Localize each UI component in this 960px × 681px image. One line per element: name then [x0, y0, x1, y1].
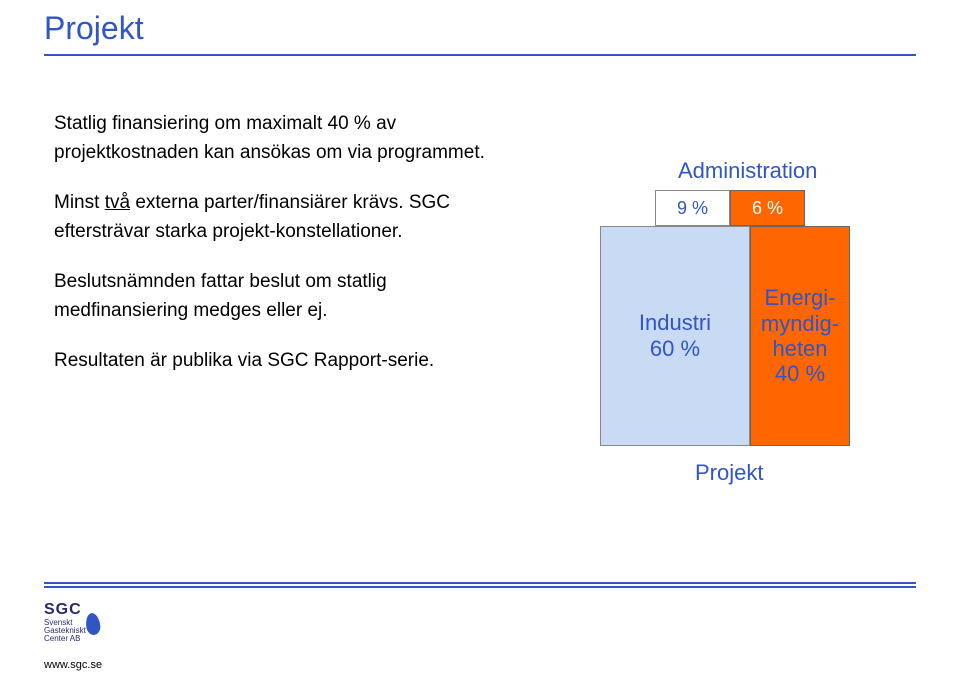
- admin-energy-pct: 6 %: [730, 190, 805, 226]
- energy-block: Energi- myndig- heten 40 %: [750, 226, 850, 446]
- page-title: Projekt: [44, 10, 144, 47]
- industry-label: Industri: [639, 310, 711, 336]
- energy-l2: myndig-: [761, 311, 839, 336]
- body-text: Statlig finansiering om maximalt 40 % av…: [54, 110, 524, 398]
- project-chart: Administration 9 % 6 % Industri 60 % Ene…: [560, 150, 900, 510]
- sgc-logo: SGC Svenskt Gastekniskt Center AB: [44, 601, 124, 651]
- admin-industry-pct: 9 %: [655, 190, 730, 226]
- p2-underline: två: [105, 192, 130, 213]
- energy-l3: heten: [772, 336, 827, 361]
- industry-pct: 60 %: [650, 336, 700, 362]
- logo-main: SGC: [44, 601, 124, 619]
- energy-l1: Energi-: [765, 285, 836, 310]
- footer-divider-2: [44, 586, 916, 588]
- paragraph-1: Statlig finansiering om maximalt 40 % av…: [54, 110, 524, 167]
- energy-l4: 40 %: [775, 361, 825, 386]
- industry-block: Industri 60 %: [600, 226, 750, 446]
- title-divider: [44, 54, 916, 56]
- paragraph-4: Resultaten är publika via SGC Rapport-se…: [54, 347, 524, 376]
- administration-label: Administration: [678, 158, 817, 184]
- footer-url: www.sgc.se: [44, 659, 102, 671]
- p2-a: Minst: [54, 192, 105, 213]
- paragraph-2: Minst två externa parter/finansiärer krä…: [54, 189, 524, 246]
- footer-divider-1: [44, 582, 916, 584]
- project-label: Projekt: [695, 460, 763, 486]
- paragraph-3: Beslutsnämnden fattar beslut om statlig …: [54, 268, 524, 325]
- slide: { "colors": { "title": "#3155c4", "rule"…: [0, 0, 960, 681]
- logo-sub3: Center AB: [44, 635, 124, 643]
